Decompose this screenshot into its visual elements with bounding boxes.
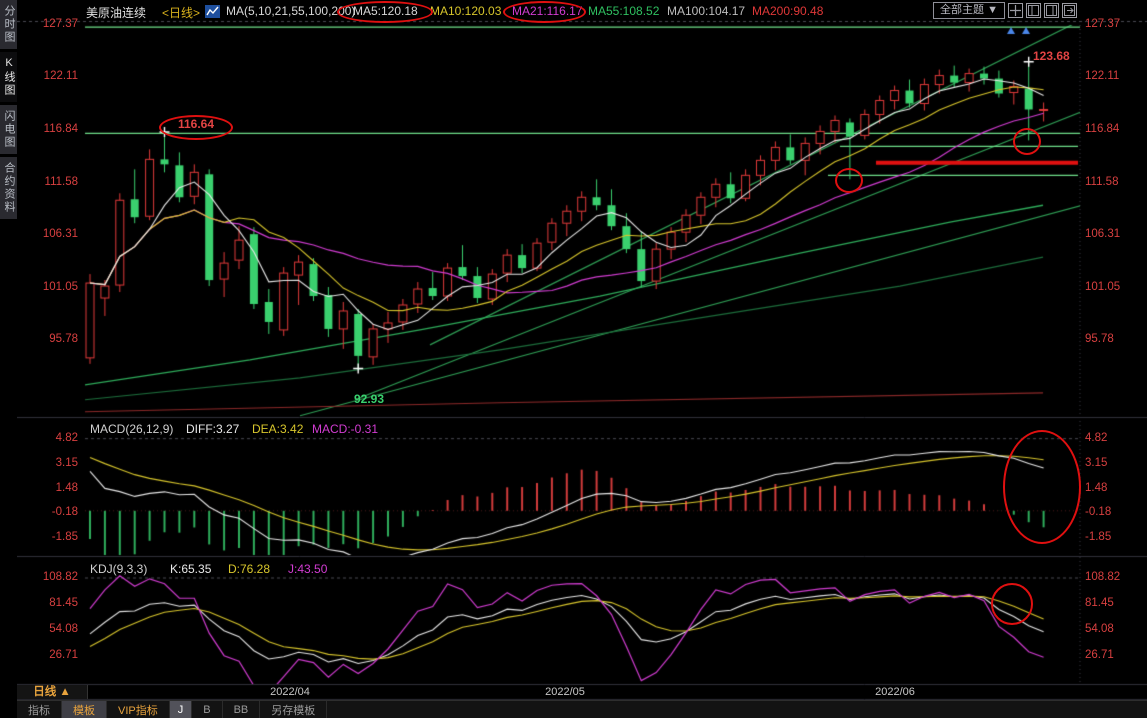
kdj-axis-left-1: 81.45 bbox=[49, 597, 78, 609]
annotation-ellipse-macd bbox=[1003, 430, 1081, 544]
macd-axis-left-3: -0.18 bbox=[51, 506, 78, 519]
toolbar-item-3[interactable]: VIP指标 bbox=[107, 701, 170, 718]
bottom-toolbar: 指标 模板 VIP指标 J B BB 另存模板 bbox=[17, 700, 1147, 718]
price-axis-left-6: 95.78 bbox=[49, 333, 78, 346]
left-sidebar: 分时图 K线图闪电图合约资料 bbox=[0, 0, 17, 718]
chart-type-icon bbox=[205, 5, 220, 21]
macd-axis-left-0: 4.82 bbox=[55, 431, 78, 444]
toolbar-item-1[interactable]: 指标 bbox=[17, 701, 62, 718]
macd-axis-right-4: -1.85 bbox=[1085, 531, 1112, 544]
date-label-2: 2022/06 bbox=[875, 686, 915, 698]
kdj-axis-left-0: 108.82 bbox=[42, 571, 78, 583]
date-label-1: 2022/05 bbox=[545, 686, 585, 698]
toolbar-item-6[interactable]: BB bbox=[223, 701, 261, 718]
macd-axis-left-1: 3.15 bbox=[55, 456, 78, 469]
kdj-axis-left-2: 54.08 bbox=[49, 623, 78, 635]
price-axis-left-1: 122.11 bbox=[43, 70, 78, 83]
sidebar-item-4[interactable]: 合约资料 bbox=[0, 157, 17, 219]
kdj-axis-right-2: 54.08 bbox=[1085, 623, 1114, 635]
ma-value-4: MA55:108.52 bbox=[588, 4, 660, 18]
price-axis-right-3: 111.58 bbox=[1085, 175, 1119, 188]
annotation-ellipse-peak bbox=[159, 115, 233, 140]
macd-axis-right-3: -0.18 bbox=[1085, 506, 1112, 519]
price-axis-right-2: 116.84 bbox=[1085, 123, 1120, 136]
sidebar-item-1[interactable]: 分时图 bbox=[0, 0, 17, 49]
macd-axis-left-4: -1.85 bbox=[51, 531, 78, 544]
symbol-title: 美原油连续 bbox=[86, 6, 147, 20]
kdj-axis-right-3: 26.71 bbox=[1085, 649, 1114, 661]
macd-axis-right-2: 1.48 bbox=[1085, 481, 1108, 494]
macd-axis-left-2: 1.48 bbox=[55, 481, 78, 494]
macd-diff-value: DIFF:3.27 bbox=[186, 422, 240, 436]
kdj-axis-right-1: 81.45 bbox=[1085, 597, 1114, 609]
price-axis-right-6: 95.78 bbox=[1085, 333, 1114, 346]
macd-axis-right-1: 3.15 bbox=[1085, 456, 1108, 469]
ma-value-2: MA10:120.03 bbox=[430, 4, 502, 18]
kdj-k-value: K:65.35 bbox=[170, 562, 212, 576]
sidebar-item-2[interactable]: K线图 bbox=[0, 52, 17, 102]
kdj-j-value: J:43.50 bbox=[288, 562, 328, 576]
split-pane-left-icon[interactable] bbox=[1026, 3, 1041, 18]
toolbar-item-5[interactable]: B bbox=[192, 701, 223, 718]
ma-settings-label: MA(5,10,21,55,100,200) bbox=[226, 4, 356, 18]
period-button[interactable]: 日线 ▲ bbox=[17, 685, 88, 699]
annotation-ellipse-ma21 bbox=[503, 1, 586, 23]
macd-axis-right-0: 4.82 bbox=[1085, 431, 1108, 444]
toolbar-item-7[interactable]: 另存模板 bbox=[260, 701, 328, 718]
expand-pane-icon[interactable] bbox=[1062, 3, 1077, 18]
toolbar-item-2[interactable]: 模板 bbox=[62, 701, 107, 718]
high-price-label: 123.68 bbox=[1033, 49, 1070, 63]
price-axis-right-4: 106.31 bbox=[1085, 228, 1121, 241]
price-axis-left-0: 127.37 bbox=[42, 18, 78, 30]
macd-title: MACD(26,12,9) bbox=[90, 422, 174, 436]
sidebar-item-3[interactable]: 闪电图 bbox=[0, 105, 17, 154]
kdj-d-value: D:76.28 bbox=[228, 562, 271, 576]
annotation-circle-pullback bbox=[1013, 128, 1041, 155]
macd-value: MACD:-0.31 bbox=[312, 422, 379, 436]
ma-value-5: MA100:104.17 bbox=[667, 4, 746, 18]
split-pane-right-icon[interactable] bbox=[1044, 3, 1059, 18]
price-axis-right-5: 101.05 bbox=[1085, 280, 1121, 293]
price-axis-left-3: 111.58 bbox=[44, 175, 78, 188]
kdj-axis-left-3: 26.71 bbox=[49, 649, 78, 661]
price-axis-right-1: 122.11 bbox=[1085, 70, 1120, 83]
toolbar-item-4[interactable]: J bbox=[169, 701, 193, 718]
low-price-label: 92.93 bbox=[354, 392, 385, 406]
crosshair-move-icon[interactable] bbox=[1008, 3, 1023, 18]
macd-dea-value: DEA:3.42 bbox=[252, 422, 304, 436]
price-axis-left-5: 101.05 bbox=[42, 280, 78, 293]
ma-value-6: MA200:90.48 bbox=[752, 4, 824, 18]
price-axis-left-2: 116.84 bbox=[43, 123, 78, 136]
annotation-ellipse-ma5 bbox=[337, 1, 433, 23]
price-axis-left-4: 106.31 bbox=[42, 228, 78, 241]
theme-select-button[interactable]: 全部主题 ▼ bbox=[933, 2, 1005, 19]
price-axis-right-0: 127.37 bbox=[1085, 18, 1121, 30]
period-tag: <日线> bbox=[162, 6, 201, 20]
annotation-circle-kdj bbox=[991, 583, 1033, 625]
kdj-title: KDJ(9,3,3) bbox=[90, 562, 148, 576]
date-label-0: 2022/04 bbox=[270, 686, 310, 698]
kdj-axis-right-0: 108.82 bbox=[1085, 571, 1121, 583]
annotation-circle-wick bbox=[835, 168, 863, 193]
